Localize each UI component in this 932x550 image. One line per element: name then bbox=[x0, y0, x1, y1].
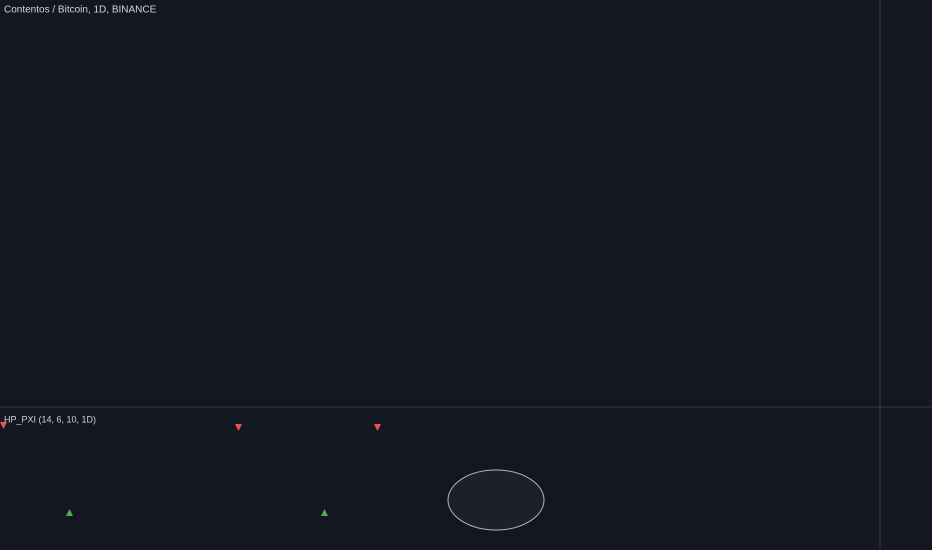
buy-signal bbox=[321, 509, 328, 516]
buy-signal bbox=[66, 509, 73, 516]
sell-signal bbox=[235, 424, 242, 431]
indicator-title: HP_PXI (14, 6, 10, 1D) bbox=[4, 414, 96, 424]
sell-signal bbox=[374, 424, 381, 431]
highlight-ellipse bbox=[447, 469, 545, 531]
chart-title: Contentos / Bitcoin, 1D, BINANCE bbox=[4, 5, 157, 16]
sell-signal bbox=[0, 422, 7, 429]
